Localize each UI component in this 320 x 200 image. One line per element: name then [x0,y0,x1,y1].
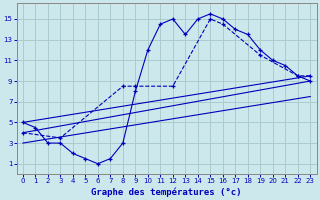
X-axis label: Graphe des températures (°c): Graphe des températures (°c) [91,187,242,197]
